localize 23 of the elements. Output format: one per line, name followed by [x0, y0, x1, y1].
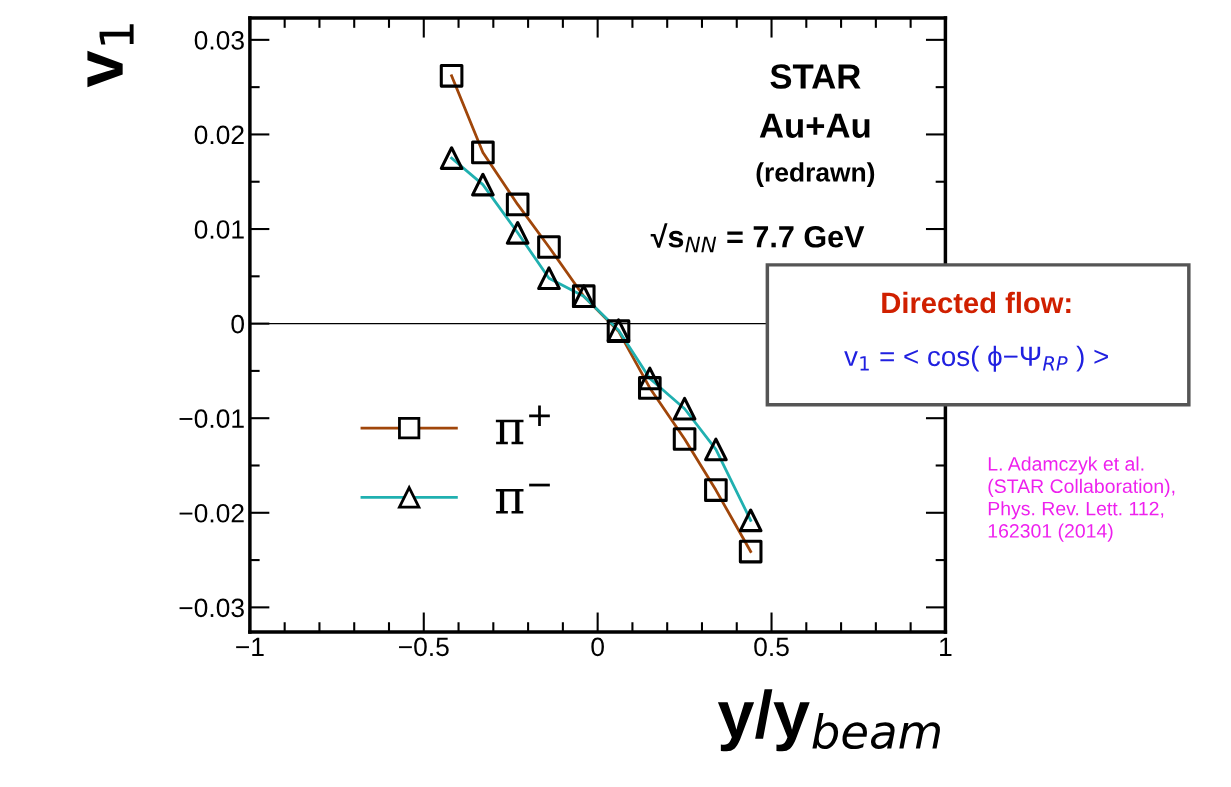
text: L. Adamczyk et al. (STAR Collaboration), Phys. Rev. Lett. 112, 162301 (2014)	[988, 456, 1175, 542]
x-tick-label: 1	[940, 637, 952, 656]
y-tick-label: 0.01	[194, 220, 244, 239]
x-tick-label: 0.5	[754, 637, 789, 657]
x-tick-label: 0	[591, 637, 604, 657]
x-axis-title: y/y$_{beam}$	[717, 689, 940, 752]
x-tick-label: −1	[236, 637, 264, 656]
annotation: (redrawn)	[756, 162, 875, 187]
y-tick-label: 0.03	[194, 30, 244, 50]
y-tick-label: 0.02	[194, 125, 244, 145]
y-tick-label: 0	[231, 314, 244, 334]
annotation: STAR	[770, 64, 861, 89]
annotation: v$_{1}$ = < cos( ϕ−Ψ$_{RP}$ ) >	[844, 345, 1108, 372]
y-tick-label: −0.01	[179, 409, 244, 429]
annotation: Au+Au	[759, 113, 870, 138]
annotation: √s$_{NN}$ = 7.7 GeV	[650, 223, 865, 253]
y-tick-label: −0.03	[179, 598, 244, 618]
y-axis-title: v$_{1}$	[87, 24, 134, 88]
legend-label: π$^{−}$	[495, 483, 550, 514]
x-tick-label: −0.5	[399, 637, 449, 657]
annotation: Directed flow:	[882, 291, 1071, 314]
y-tick-label: −0.02	[179, 503, 244, 523]
legend-label: π$^{+}$	[495, 405, 550, 445]
